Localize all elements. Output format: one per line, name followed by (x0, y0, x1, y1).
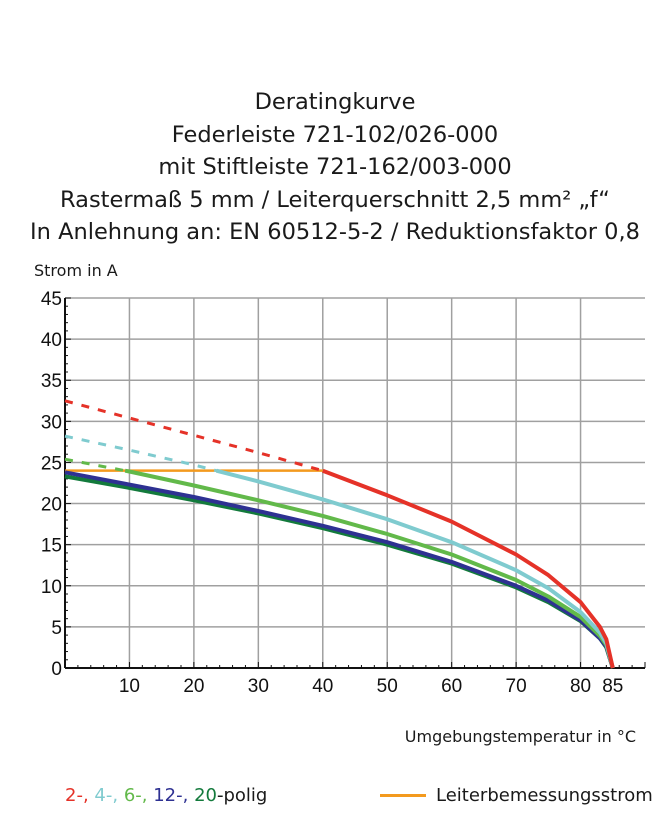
y-tick-label: 0 (51, 659, 62, 680)
series-line-dashed (64, 457, 126, 473)
title-line: Federleiste 721-102/026-000 (171, 121, 499, 148)
series-line (322, 468, 615, 669)
chart-title: Deratingkurve Federleiste 721-102/026-00… (0, 86, 670, 249)
legend-separator: , (182, 785, 195, 806)
x-tick-label: 30 (248, 676, 269, 697)
y-tick-label: 5 (51, 618, 62, 639)
legend-separator: , (82, 785, 95, 806)
y-tick-label: 15 (41, 536, 62, 557)
x-tick-label: 80 (570, 676, 591, 697)
title-line: Deratingkurve (254, 89, 416, 115)
y-tick-label: 30 (41, 412, 62, 433)
x-tick-label: 60 (441, 676, 462, 697)
series-line-dashed (64, 399, 324, 473)
legend-series-20: 20- (194, 785, 224, 806)
legend-series-6: 6- (123, 785, 142, 806)
legend-series-2: 2- (65, 785, 83, 806)
legend-separator: , (141, 785, 154, 806)
x-tick-label: 40 (312, 676, 333, 697)
legend-series-4: 4- (94, 785, 113, 806)
y-tick-label: 45 (41, 289, 62, 310)
legend-swatch (380, 794, 426, 797)
y-axis-label: Strom in A (34, 261, 118, 280)
legend-series-12: 12- (153, 785, 183, 806)
series-line (215, 468, 615, 669)
x-tick-label: 70 (506, 676, 527, 697)
legend-suffix: -polig (217, 785, 268, 806)
title-line: Rastermaß 5 mm / Leiterquerschnitt 2,5 m… (60, 186, 610, 213)
legend-label: Leiterbemessungsstrom (436, 785, 653, 806)
legend-separator: , (112, 785, 124, 806)
x-tick-label: 85 (602, 676, 623, 697)
y-tick-label: 20 (41, 495, 62, 516)
title-line: mit Stiftleiste 721-162/003-000 (158, 154, 512, 180)
x-tick-label: 20 (183, 676, 204, 697)
y-tick-label: 25 (41, 453, 62, 474)
series-line-dashed (64, 434, 217, 473)
x-tick-label: 10 (119, 676, 140, 697)
legend-rated-current: Leiterbemessungsstrom (380, 785, 653, 806)
x-axis-label: Umgebungstemperatur in °C (405, 727, 636, 746)
y-tick-label: 40 (41, 330, 62, 351)
y-tick-label: 10 (41, 577, 62, 598)
series-line (64, 470, 615, 669)
x-tick-label: 50 (377, 676, 398, 697)
legend-series: 2-, 4-, 6-, 12-, 20--polig (65, 785, 267, 806)
y-tick-label: 35 (41, 371, 62, 392)
title-line: In Anlehnung an: EN 60512-5-2 / Reduktio… (30, 219, 640, 245)
